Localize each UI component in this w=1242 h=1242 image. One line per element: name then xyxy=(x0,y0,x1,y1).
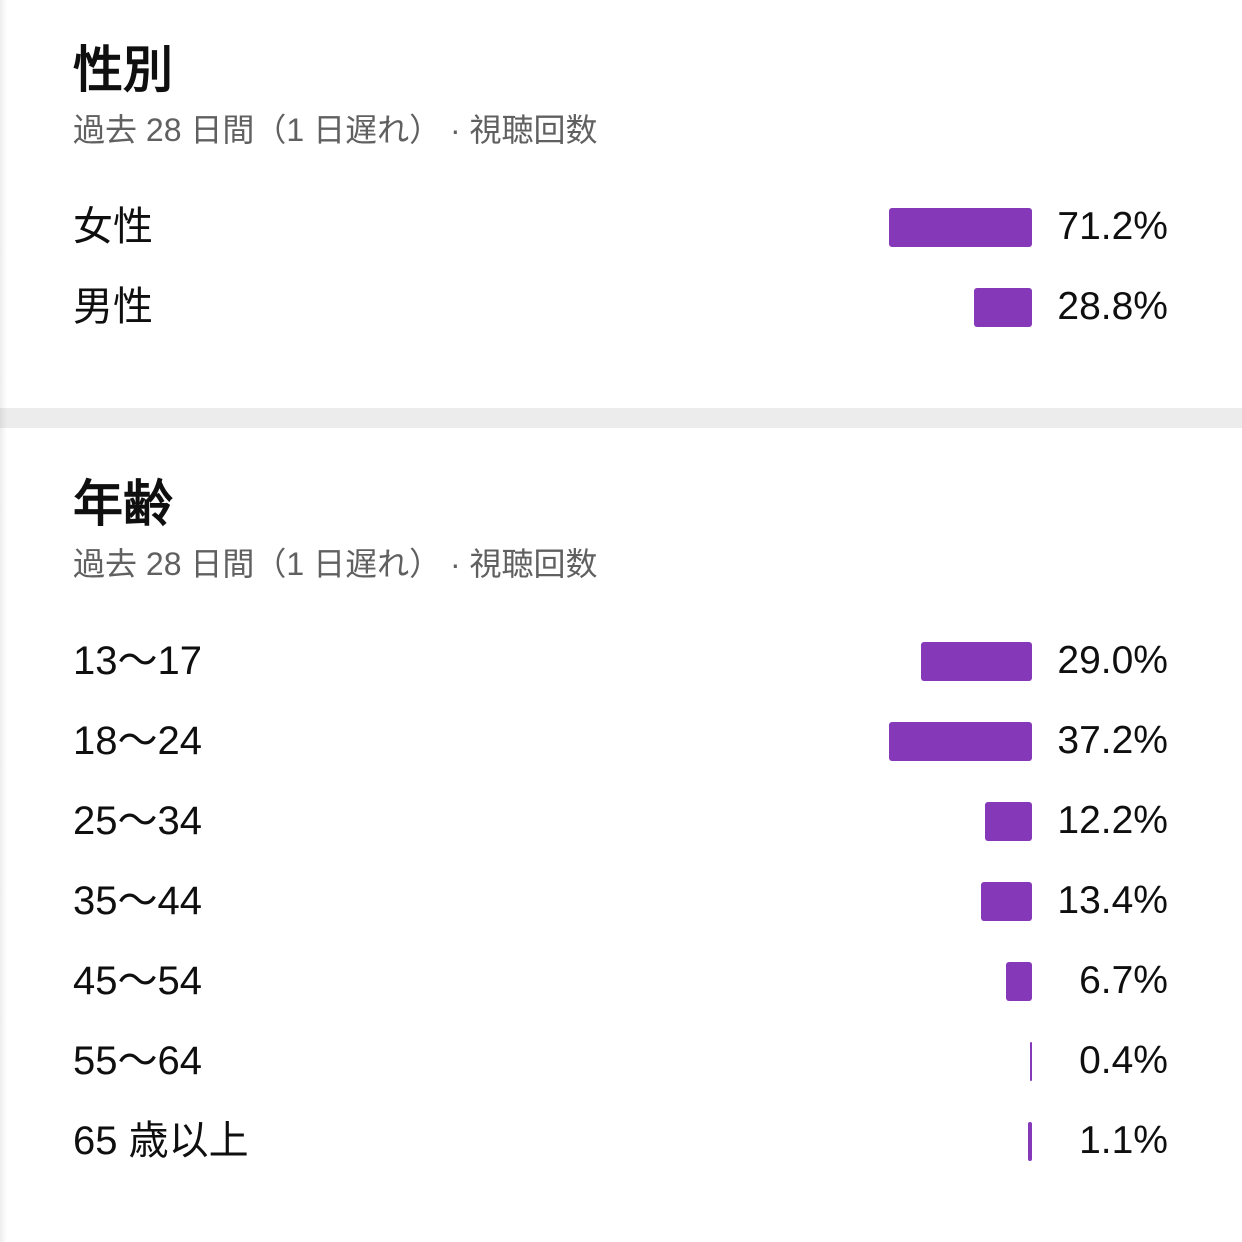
age-bar-track xyxy=(889,721,1032,761)
age-bar xyxy=(920,641,1032,681)
age-subtitle: 過去 28 日間（1 日遅れ） · 視聴回数 xyxy=(73,546,598,582)
gender-category-label: 男性 xyxy=(73,285,153,329)
age-bar-chart: 13〜17 29.0% 18〜24 37.2% 25〜34 12.2% 35〜44 13.4%… xyxy=(73,621,1168,1181)
age-row: 45〜54 6.7% xyxy=(73,941,1168,1021)
age-row: 55〜64 0.4% xyxy=(73,1021,1168,1101)
age-value-label: 1.1% xyxy=(1079,1119,1168,1162)
gender-bar-chart: 女性 71.2% 男性 28.8% xyxy=(73,187,1168,347)
age-row: 25〜34 12.2% xyxy=(73,781,1168,861)
age-title: 年齢 xyxy=(73,476,173,532)
gender-bar xyxy=(974,287,1032,327)
section-divider xyxy=(0,408,1242,428)
gender-bar xyxy=(889,207,1032,247)
age-bar xyxy=(1027,1121,1032,1161)
age-bar xyxy=(1030,1041,1032,1081)
age-row: 13〜17 29.0% xyxy=(73,621,1168,701)
age-value-label: 12.2% xyxy=(1057,799,1168,842)
age-category-label: 65 歳以上 xyxy=(73,1119,249,1163)
age-value-label: 13.4% xyxy=(1057,879,1168,922)
gender-value-label: 71.2% xyxy=(1057,205,1168,248)
age-bar-track xyxy=(889,1041,1032,1081)
age-category-label: 35〜44 xyxy=(73,879,202,923)
age-row: 18〜24 37.2% xyxy=(73,701,1168,781)
gender-bar-track xyxy=(889,207,1032,247)
gender-subtitle: 過去 28 日間（1 日遅れ） · 視聴回数 xyxy=(73,112,598,148)
age-bar-track xyxy=(889,961,1032,1001)
age-bar xyxy=(980,881,1032,921)
age-bar xyxy=(985,801,1032,841)
age-category-label: 25〜34 xyxy=(73,799,202,843)
gender-value-label: 28.8% xyxy=(1057,285,1168,328)
gender-bar-track xyxy=(889,287,1032,327)
age-bar-track xyxy=(889,801,1032,841)
age-bar-track xyxy=(889,641,1032,681)
gender-card: 性別 過去 28 日間（1 日遅れ） · 視聴回数 女性 71.2% 男性 28.8% xyxy=(0,0,1242,408)
age-value-label: 29.0% xyxy=(1057,639,1168,682)
age-row: 65 歳以上 1.1% xyxy=(73,1101,1168,1181)
age-value-label: 6.7% xyxy=(1079,959,1168,1002)
age-category-label: 13〜17 xyxy=(73,639,202,683)
age-category-label: 18〜24 xyxy=(73,719,202,763)
gender-row: 女性 71.2% xyxy=(73,187,1168,267)
age-row: 35〜44 13.4% xyxy=(73,861,1168,941)
age-value-label: 0.4% xyxy=(1079,1039,1168,1082)
gender-category-label: 女性 xyxy=(73,205,153,249)
age-category-label: 55〜64 xyxy=(73,1039,202,1083)
age-bar-track xyxy=(889,1121,1032,1161)
age-value-label: 37.2% xyxy=(1057,719,1168,762)
age-bar xyxy=(889,721,1032,761)
age-bar-track xyxy=(889,881,1032,921)
age-card: 年齢 過去 28 日間（1 日遅れ） · 視聴回数 13〜17 29.0% 18〜2… xyxy=(0,428,1242,1242)
gender-title: 性別 xyxy=(73,42,173,98)
age-bar xyxy=(1006,961,1032,1001)
age-category-label: 45〜54 xyxy=(73,959,202,1003)
gender-row: 男性 28.8% xyxy=(73,267,1168,347)
